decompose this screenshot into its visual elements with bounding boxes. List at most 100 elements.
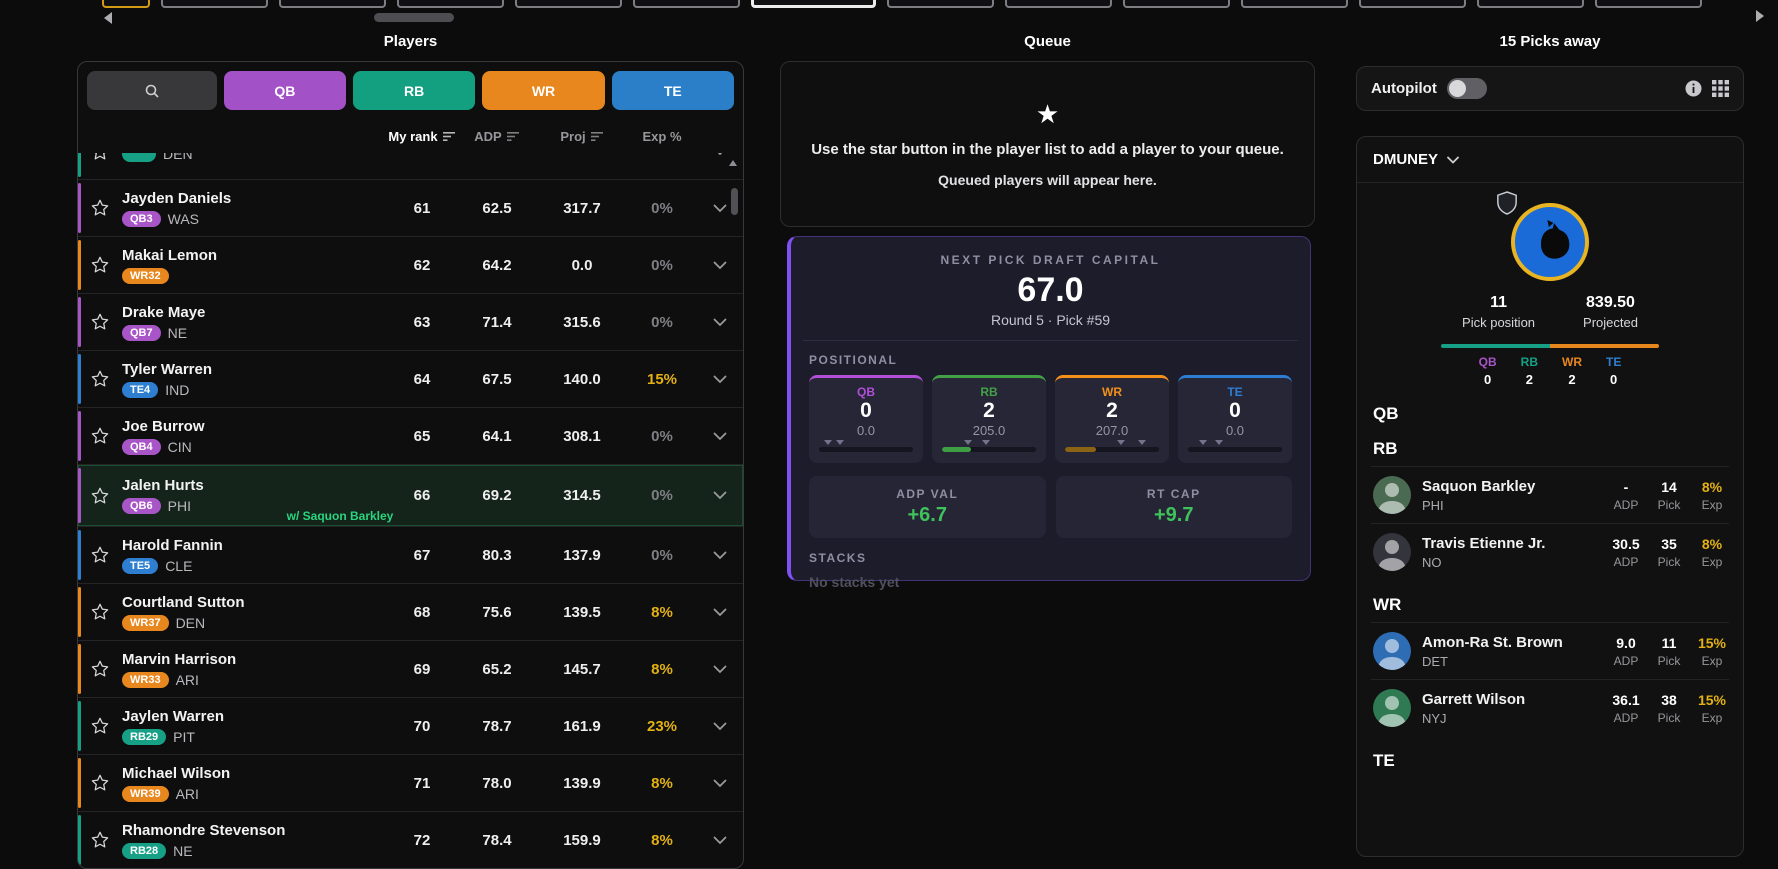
player-row[interactable]: Rhamondre Stevenson RB28 NE 72 78.4 159.9 8%	[78, 811, 743, 868]
filter-rb-button[interactable]: RB	[353, 71, 476, 110]
row-expander[interactable]	[697, 318, 743, 327]
column-proj[interactable]: Proj	[537, 129, 627, 144]
expand-row-icon[interactable]	[713, 375, 727, 384]
player-row[interactable]: Marvin Harrison WR33 ARI 69 65.2 145.7 8%	[78, 640, 743, 697]
row-expander[interactable]	[697, 261, 743, 270]
star-icon[interactable]	[90, 830, 110, 850]
list-scroll-up-icon[interactable]	[729, 160, 737, 166]
roster-player-row[interactable]: Amon-Ra St. Brown DET 9.0 ADP 11 Pick 15% Exp	[1371, 622, 1729, 679]
expand-row-icon[interactable]	[713, 432, 727, 441]
column-exp[interactable]: Exp %	[642, 128, 682, 144]
row-expander[interactable]	[697, 204, 743, 213]
expand-row-icon[interactable]	[713, 665, 727, 674]
star-icon[interactable]	[90, 602, 110, 622]
grid-view-button[interactable]	[1712, 80, 1729, 97]
row-expander[interactable]	[697, 779, 743, 788]
strip-scroll-right-icon[interactable]	[1756, 10, 1764, 22]
draft-pick-card[interactable]	[102, 0, 150, 8]
player-row[interactable]: Jayden Daniels QB3 WAS 61 62.5 317.7 0%	[78, 179, 743, 236]
filter-qb-button[interactable]: QB	[223, 71, 346, 110]
star-icon[interactable]	[90, 716, 110, 736]
search-button[interactable]	[87, 71, 217, 110]
column-adp[interactable]: ADP	[457, 129, 537, 144]
expand-row-icon[interactable]	[713, 318, 727, 327]
queue-star-button[interactable]	[78, 716, 122, 736]
draft-pick-card[interactable]	[1359, 0, 1466, 8]
draft-pick-card[interactable]	[1005, 0, 1112, 8]
team-avatar[interactable]	[1511, 203, 1589, 281]
player-row[interactable]: Tyler Warren TE4 IND 64 67.5 140.0 15%	[78, 350, 743, 407]
star-icon[interactable]	[90, 153, 110, 162]
row-expander[interactable]	[697, 153, 743, 156]
row-expander[interactable]	[697, 432, 743, 441]
expand-row-icon[interactable]	[713, 722, 727, 731]
player-row[interactable]: Harold Fannin TE5 CLE 67 80.3 137.9 0%	[78, 526, 743, 583]
column-my-rank[interactable]: My rank	[387, 129, 457, 144]
draft-pick-card[interactable]	[1123, 0, 1230, 8]
draft-pick-card[interactable]	[279, 0, 386, 8]
row-expander[interactable]	[697, 722, 743, 731]
row-expander[interactable]	[697, 836, 743, 845]
queue-star-button[interactable]	[78, 602, 122, 622]
row-expander[interactable]	[697, 375, 743, 384]
row-expander[interactable]	[697, 491, 743, 500]
expand-row-icon[interactable]	[713, 836, 727, 845]
star-icon[interactable]	[90, 773, 110, 793]
draft-pick-card[interactable]	[161, 0, 268, 8]
list-scrollbar[interactable]	[731, 188, 738, 215]
draft-pick-card[interactable]	[397, 0, 504, 8]
autopilot-toggle[interactable]	[1446, 78, 1487, 99]
draft-pick-card[interactable]	[1241, 0, 1348, 8]
player-row[interactable]: Jalen Hurts QB6 PHI 66 69.2 314.5 0% w/ Saquon …	[78, 464, 743, 526]
row-expander[interactable]	[697, 608, 743, 617]
star-icon[interactable]	[90, 486, 110, 506]
queue-star-button[interactable]	[78, 486, 122, 506]
expand-row-icon[interactable]	[713, 551, 727, 560]
queue-star-button[interactable]	[78, 773, 122, 793]
star-icon[interactable]	[90, 659, 110, 679]
expand-row-icon[interactable]	[713, 491, 727, 500]
expand-row-icon[interactable]	[713, 204, 727, 213]
queue-star-button[interactable]	[78, 255, 122, 275]
queue-star-button[interactable]	[78, 426, 122, 446]
star-icon[interactable]	[90, 198, 110, 218]
queue-star-button[interactable]	[78, 369, 122, 389]
draft-pick-card[interactable]	[1477, 0, 1584, 8]
player-row[interactable]: Drake Maye QB7 NE 63 71.4 315.6 0%	[78, 293, 743, 350]
player-row[interactable]: Jaylen Warren RB29 PIT 70 78.7 161.9 23%	[78, 697, 743, 754]
star-icon[interactable]	[90, 545, 110, 565]
star-icon[interactable]	[90, 312, 110, 332]
row-expander[interactable]	[697, 551, 743, 560]
player-row[interactable]: Courtland Sutton WR37 DEN 68 75.6 139.5 8%	[78, 583, 743, 640]
draft-pick-card[interactable]	[887, 0, 994, 8]
draft-pick-card[interactable]	[633, 0, 740, 8]
roster-player-row[interactable]: Garrett Wilson NYJ 36.1 ADP 38 Pick 15% Exp	[1371, 679, 1729, 736]
queue-star-button[interactable]	[78, 312, 122, 332]
expand-row-icon[interactable]	[713, 261, 727, 270]
row-expander[interactable]	[697, 665, 743, 674]
info-button[interactable]	[1685, 80, 1702, 97]
expand-row-icon[interactable]	[713, 608, 727, 617]
roster-player-row[interactable]: Travis Etienne Jr. NO 30.5 ADP 35 Pick 8% Exp	[1371, 523, 1729, 580]
player-row[interactable]: Joe Burrow QB4 CIN 65 64.1 308.1 0%	[78, 407, 743, 464]
queue-star-button[interactable]	[78, 659, 122, 679]
strip-scroll-left-icon[interactable]	[104, 12, 112, 24]
draft-pick-card[interactable]	[515, 0, 622, 8]
queue-star-button[interactable]	[78, 545, 122, 565]
strip-scrollbar[interactable]	[374, 13, 454, 22]
queue-star-button[interactable]	[78, 153, 122, 162]
player-row[interactable]: DEN	[78, 153, 743, 179]
star-icon[interactable]	[90, 369, 110, 389]
star-icon[interactable]	[90, 426, 110, 446]
expand-row-icon[interactable]	[713, 153, 727, 156]
expand-row-icon[interactable]	[713, 779, 727, 788]
star-icon[interactable]	[90, 255, 110, 275]
filter-wr-button[interactable]: WR	[482, 71, 605, 110]
player-row[interactable]: Michael Wilson WR39 ARI 71 78.0 139.9 8%	[78, 754, 743, 811]
draft-pick-card[interactable]	[751, 0, 876, 8]
player-row[interactable]: Makai Lemon WR32 62 64.2 0.0 0%	[78, 236, 743, 293]
filter-te-button[interactable]: TE	[611, 71, 734, 110]
queue-star-button[interactable]	[78, 198, 122, 218]
team-name-dropdown[interactable]: DMUNEY	[1357, 137, 1743, 183]
draft-pick-card[interactable]	[1595, 0, 1702, 8]
